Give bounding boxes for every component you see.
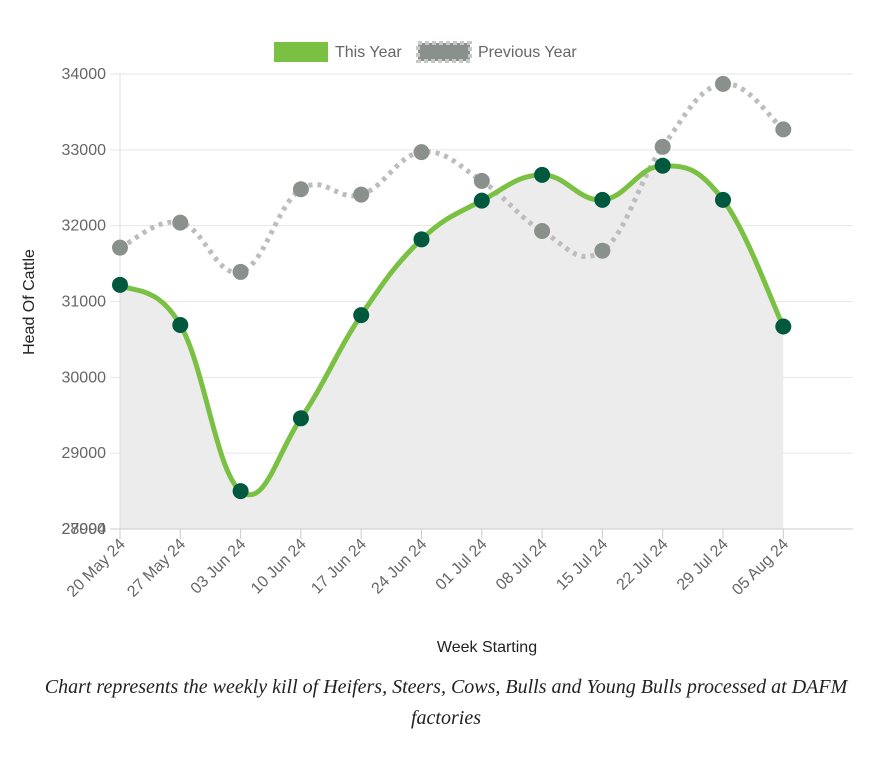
this-year-point[interactable]	[292, 410, 309, 427]
y-tick-label: 32000	[62, 218, 107, 235]
x-tick-label: 22 Jul 24	[614, 536, 672, 594]
y-tick-label: 28000	[62, 521, 107, 538]
area-fill	[120, 165, 784, 529]
x-tick-label: 24 Jun 24	[369, 536, 431, 598]
y-tick-label: 33000	[62, 142, 107, 159]
this-year-point[interactable]	[534, 166, 551, 183]
this-year-point[interactable]	[353, 307, 370, 324]
x-tick-label: 27 May 24	[124, 536, 189, 601]
legend-item-previous-year[interactable]: Previous Year	[416, 41, 577, 63]
x-tick-label: 17 Jun 24	[308, 536, 370, 598]
x-tick-label: 15 Jul 24	[553, 536, 611, 594]
y-tick-label: 29000	[62, 445, 107, 462]
previous-year-point[interactable]	[112, 239, 128, 256]
x-axis-title: Week Starting	[437, 639, 537, 656]
y-axis-title: Head Of Cattle	[21, 249, 38, 355]
y-tick-label: 34000	[62, 66, 107, 83]
x-tick-label: 01 Jul 24	[433, 536, 491, 594]
x-tick-label: 10 Jun 24	[248, 536, 310, 598]
x-tick-label: 05 Aug 24	[729, 536, 792, 599]
previous-year-point[interactable]	[353, 186, 370, 203]
x-tick-label: 29 Jul 24	[674, 536, 732, 594]
x-tick-label: 20 May 24	[64, 536, 129, 601]
legend-label-this-year: This Year	[335, 44, 402, 61]
this-year-point[interactable]	[112, 276, 128, 293]
axes	[110, 74, 853, 530]
previous-year-point[interactable]	[534, 222, 551, 239]
this-year-point[interactable]	[473, 192, 490, 209]
caption-text: Chart represents the weekly kill of Heif…	[44, 676, 848, 729]
x-tick-label: 03 Jun 24	[188, 536, 250, 598]
this-year-point[interactable]	[654, 157, 671, 174]
y-tick-label: 31000	[62, 294, 107, 311]
this-year-area	[120, 165, 784, 529]
previous-year-point[interactable]	[715, 75, 731, 92]
y-tick-label: 30000	[62, 369, 107, 386]
previous-year-point[interactable]	[413, 144, 430, 161]
this-year-point[interactable]	[594, 191, 611, 208]
this-year-point[interactable]	[232, 483, 249, 500]
previous-year-point[interactable]	[473, 172, 490, 189]
previous-year-point[interactable]	[172, 214, 189, 231]
this-year-point[interactable]	[413, 231, 430, 248]
previous-year-point[interactable]	[654, 138, 671, 155]
line-chart: 34000 33000 32000 31000 30000 29000 2800027994…	[21, 41, 853, 656]
this-year-point[interactable]	[775, 318, 792, 335]
this-year-point[interactable]	[172, 317, 189, 334]
legend-swatch-this-year	[274, 42, 328, 62]
chart-caption: Chart represents the weekly kill of Heif…	[0, 672, 892, 734]
previous-year-point[interactable]	[292, 181, 309, 198]
series-points	[112, 75, 792, 500]
x-tick-label: 08 Jul 24	[493, 536, 551, 594]
previous-year-point[interactable]	[775, 121, 792, 138]
legend-item-this-year[interactable]: This Year	[274, 42, 402, 62]
legend-label-previous-year: Previous Year	[478, 44, 577, 61]
legend-swatch-previous-year	[416, 41, 472, 63]
y-tick-label-min: 27994	[62, 521, 107, 538]
this-year-point[interactable]	[715, 191, 731, 208]
legend[interactable]: This Year Previous Year	[274, 41, 577, 63]
previous-year-point[interactable]	[232, 263, 249, 280]
previous-year-point[interactable]	[594, 242, 611, 259]
